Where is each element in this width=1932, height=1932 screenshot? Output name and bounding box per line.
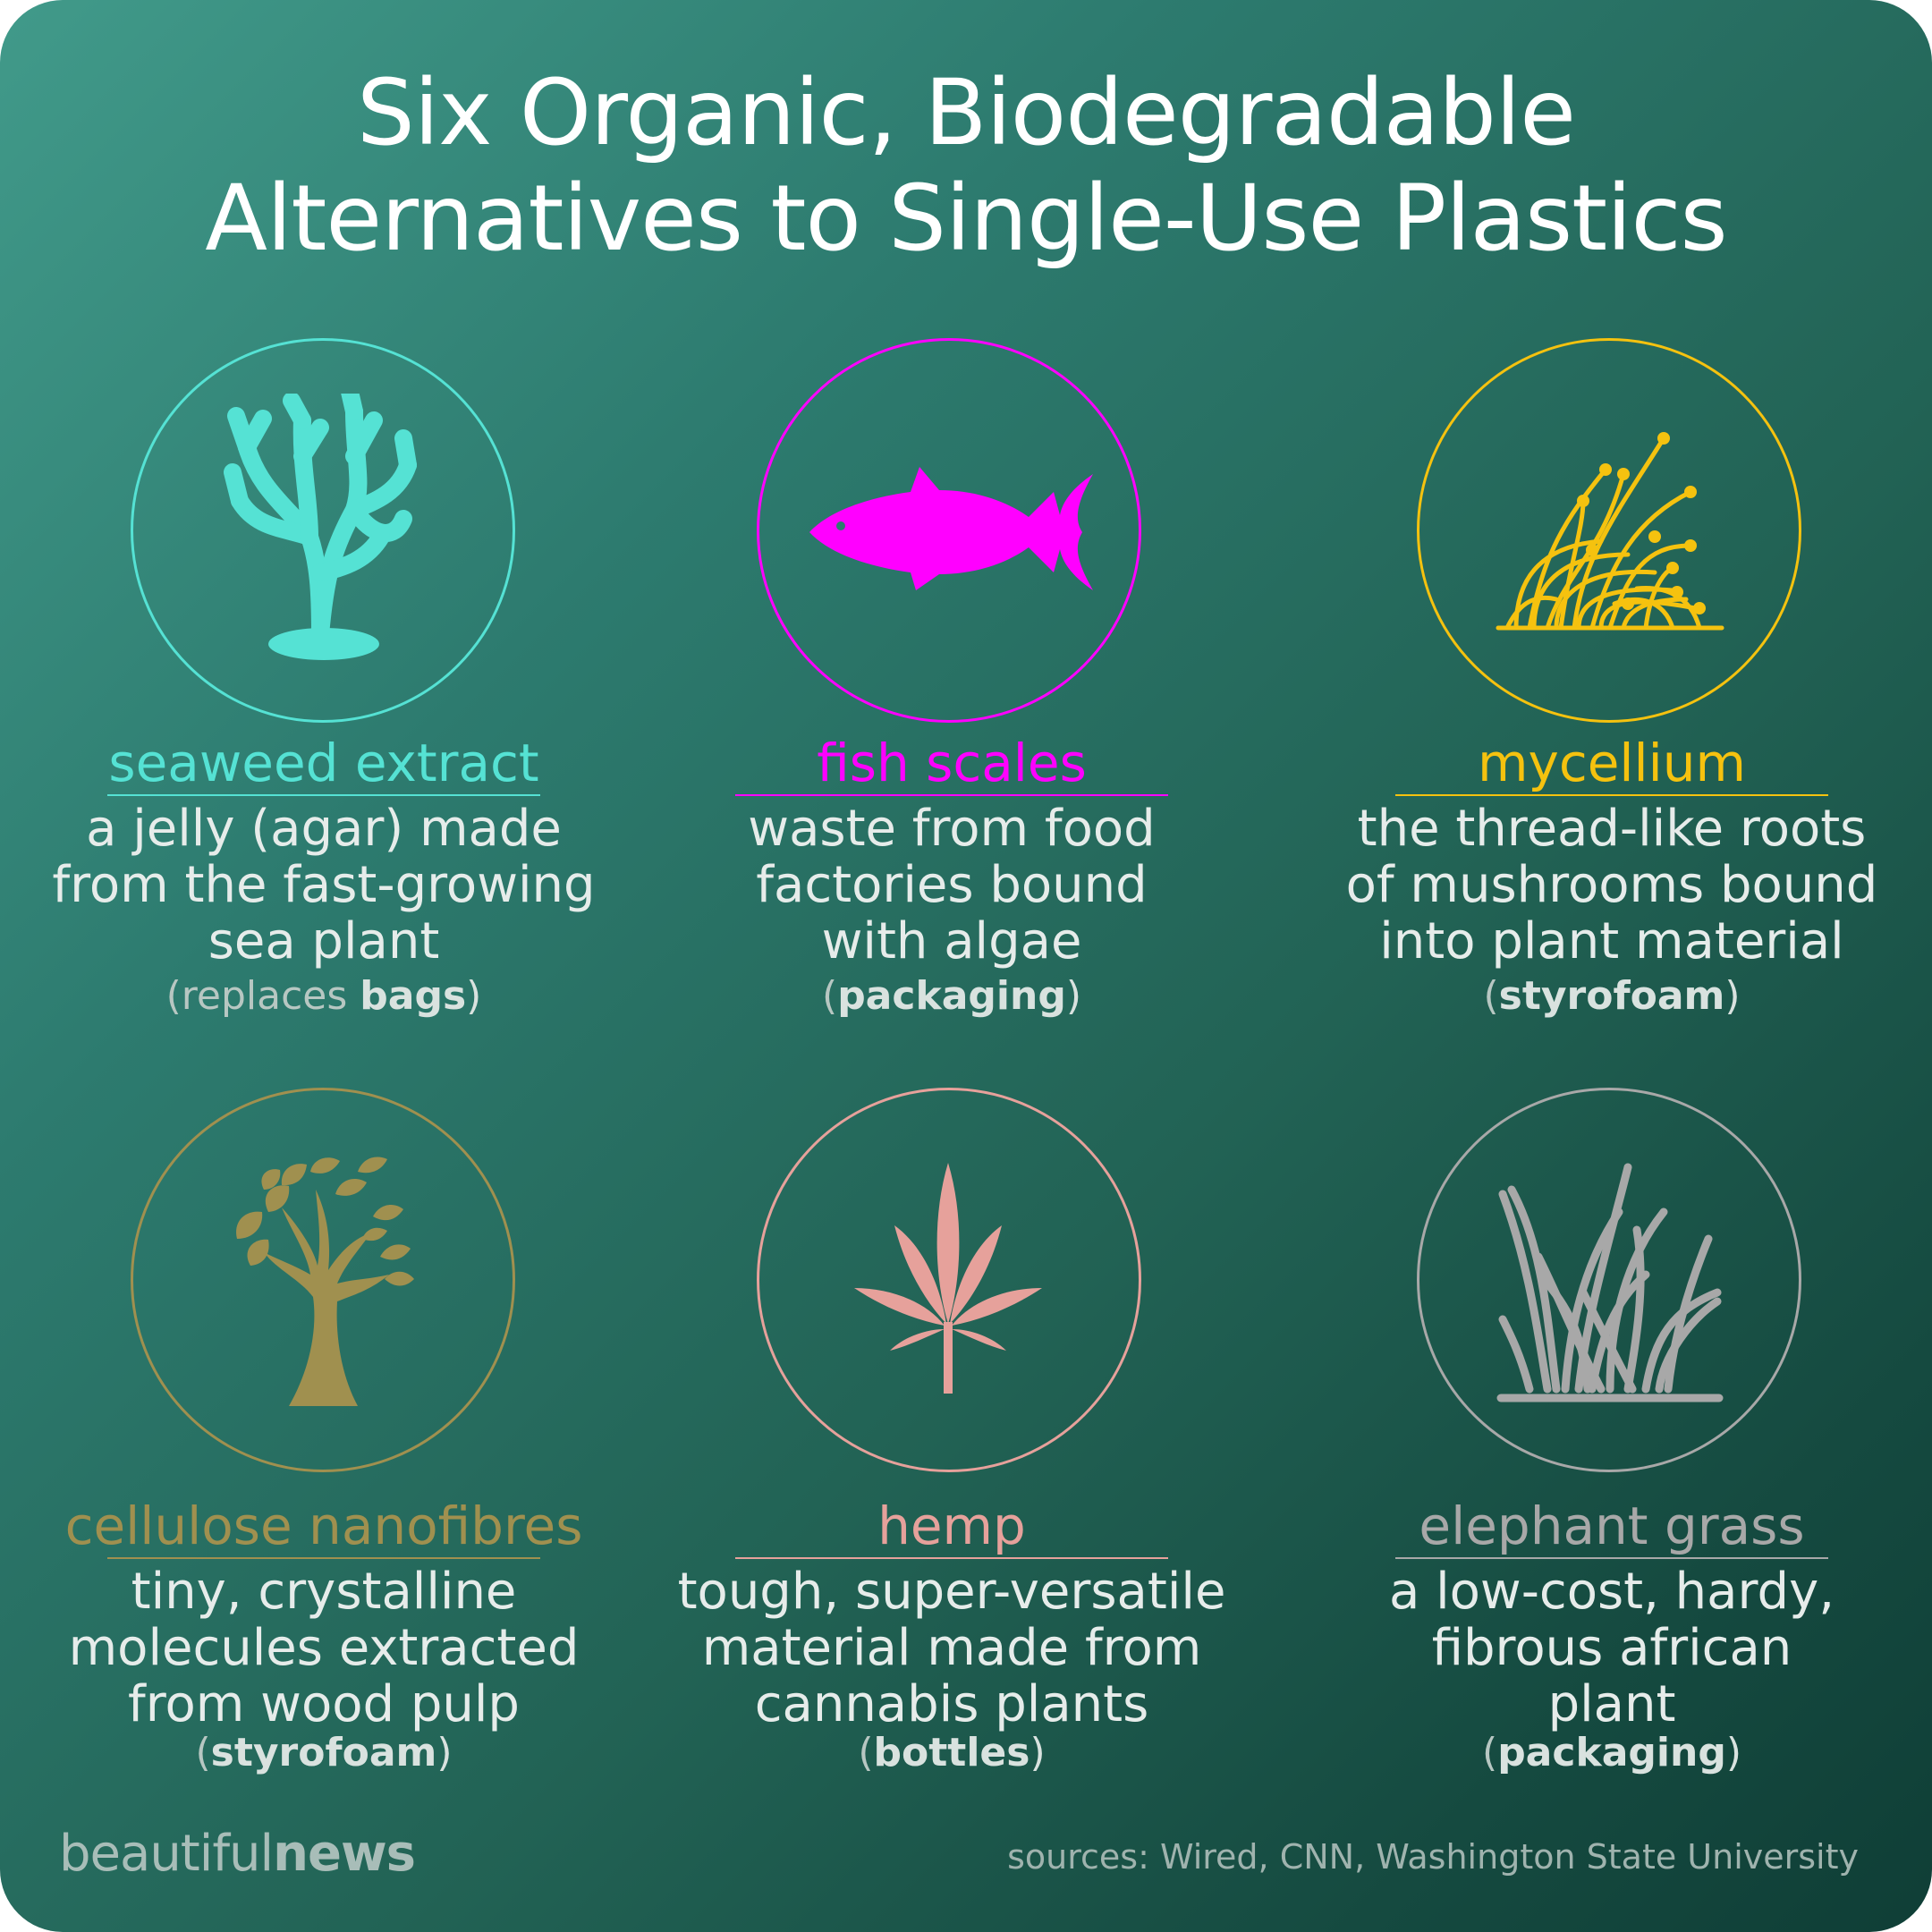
item-label-hemp: hemp [877,1496,1026,1556]
use-suffix: ) [1725,1730,1741,1775]
desc-line: material made from [701,1619,1202,1677]
use-value: packaging [1497,1730,1726,1775]
logo-text-bold: news [273,1825,416,1883]
item-desc-grass: a low-cost, hardy, fibrous african plant [1308,1563,1916,1733]
fish-circle [757,338,1141,723]
desc-line: tough, super-versatile [677,1563,1226,1621]
use-prefix: ( [858,1730,874,1775]
seaweed-icon [224,394,417,660]
desc-line: fibrous african [1431,1619,1792,1677]
desc-line: from the fast-growing [52,856,596,914]
title-line-1: Six Organic, Biodegradable [357,60,1576,166]
use-prefix: ( [1482,1730,1498,1775]
item-use-cellulose: (styrofoam) [55,1730,592,1776]
desc-line: a jelly (agar) made [86,800,562,858]
item-desc-fish: waste from food factories bound with alg… [648,801,1256,970]
desc-line: tiny, crystalline [131,1563,517,1621]
desc-line: waste from food [748,800,1156,858]
use-prefix: ( [195,1730,211,1775]
item-label-mycelium: mycellium [1478,733,1746,793]
item-use-mycelium: (styrofoam) [1343,973,1880,1020]
item-desc-seaweed: a jelly (agar) made from the fast-growin… [20,801,628,970]
seaweed-circle [131,338,515,723]
use-prefix: (replaces [165,973,360,1019]
item-desc-cellulose: tiny, crystalline molecules extracted fr… [20,1563,628,1733]
item-rule-hemp [735,1557,1168,1559]
grass-icon [1496,1163,1724,1402]
item-desc-mycelium: the thread-like roots of mushrooms bound… [1308,801,1916,970]
item-desc-hemp: tough, super-versatile material made fro… [648,1563,1256,1733]
brand-logo: beautifulnews [59,1825,416,1883]
use-suffix: ) [1724,973,1741,1019]
item-use-fish: (packaging) [683,973,1220,1020]
use-suffix: ) [466,973,482,1019]
use-value: styrofoam [210,1730,437,1775]
page-title: Six Organic, Biodegradable Alternatives … [0,61,1932,272]
use-suffix: ) [1065,973,1081,1019]
desc-line: molecules extracted [68,1619,580,1677]
desc-line: sea plant [208,912,440,970]
item-use-seaweed: (replaces bags) [55,973,592,1020]
grass-circle [1417,1088,1801,1472]
desc-line: the thread-like roots [1357,800,1867,858]
item-rule-fish [735,794,1168,796]
sources-text: sources: Wired, CNN, Washington State Un… [1007,1837,1859,1877]
item-label-seaweed: seaweed extract [108,733,539,793]
desc-line: from wood pulp [128,1675,520,1733]
item-rule-cellulose [107,1557,540,1559]
use-prefix: ( [822,973,838,1019]
desc-line: with algae [821,912,1082,970]
item-rule-grass [1395,1557,1828,1559]
fish-icon [809,467,1093,590]
item-label-grass: elephant grass [1419,1496,1805,1556]
item-label-fish: fish scales [817,733,1087,793]
cellulose-circle [131,1088,515,1472]
use-value: packaging [837,973,1066,1019]
mycelium-circle [1417,338,1801,723]
logo-text-light: beautiful [59,1825,274,1883]
use-value: styrofoam [1498,973,1725,1019]
desc-line: of mushrooms bound [1345,856,1878,914]
use-value: bottles [873,1730,1030,1775]
use-suffix: ) [1030,1730,1046,1775]
use-suffix: ) [436,1730,453,1775]
tree-icon [236,1157,414,1406]
cannabis-leaf-icon [854,1163,1042,1394]
item-label-cellulose: cellulose nanofibres [64,1496,583,1556]
item-rule-seaweed [107,794,540,796]
title-line-2: Alternatives to Single-Use Plastics [205,165,1727,272]
hemp-circle [757,1088,1141,1472]
desc-line: a low-cost, hardy, [1388,1563,1835,1621]
item-rule-mycelium [1395,794,1828,796]
use-prefix: ( [1483,973,1499,1019]
desc-line: cannabis plants [754,1675,1149,1733]
use-value: bags [360,973,467,1019]
desc-line: factories bound [756,856,1148,914]
item-use-hemp: (bottles) [683,1730,1220,1776]
item-use-grass: (packaging) [1343,1730,1880,1776]
mycelium-icon [1496,432,1724,631]
desc-line: plant [1547,1675,1676,1733]
desc-line: into plant material [1379,912,1844,970]
